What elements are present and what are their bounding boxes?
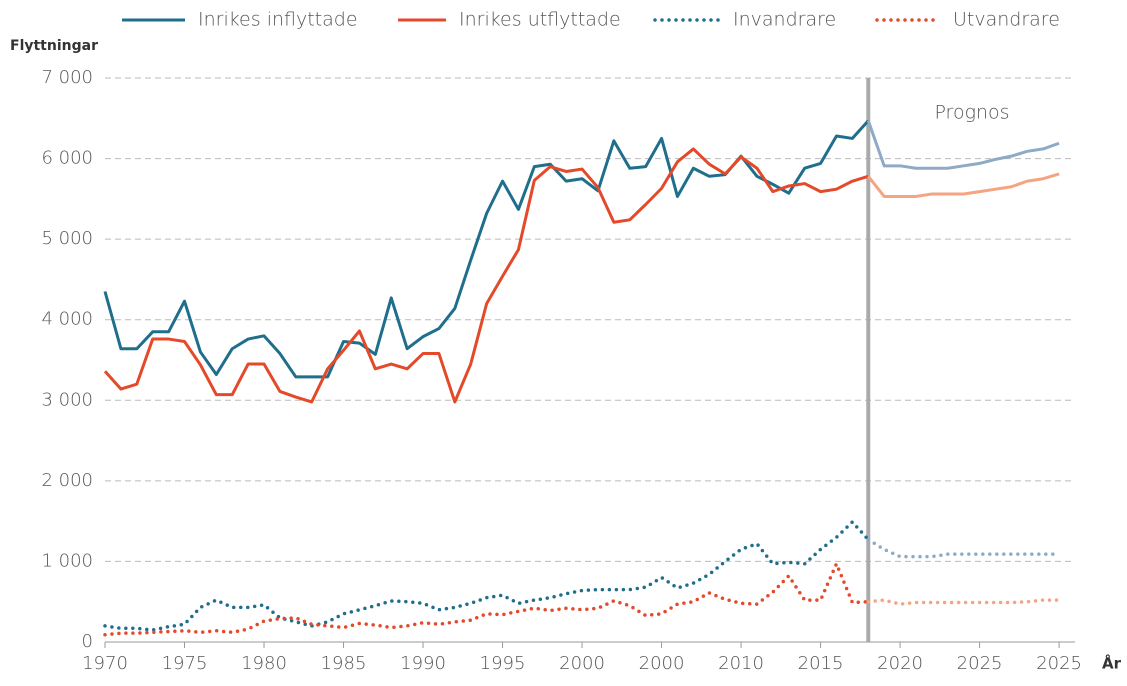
series-line <box>866 120 1060 170</box>
y-tick-label: 1 000 <box>41 550 93 571</box>
y-tick-label: 5 000 <box>41 228 93 249</box>
x-tick-label: 2025 <box>1036 653 1082 674</box>
x-tick-label: 2015 <box>798 653 844 674</box>
x-tick-label: 1990 <box>400 653 446 674</box>
y-tick-label: 6 000 <box>41 148 93 169</box>
y-tick-label: 7 000 <box>41 67 93 88</box>
series-line <box>103 119 870 379</box>
x-tick-label: 2000 <box>559 653 605 674</box>
x-tick-label: 2025 <box>957 653 1003 674</box>
series-line <box>103 559 871 637</box>
x-tick-label: 1980 <box>241 653 287 674</box>
y-tick-label: 4 000 <box>41 309 93 330</box>
y-tick-label: 2 000 <box>41 470 93 491</box>
x-tick-label: 1995 <box>480 653 526 674</box>
x-tick-label: 2000 <box>639 653 685 674</box>
series-line <box>867 172 1060 198</box>
x-tick-label: 1975 <box>162 653 208 674</box>
x-tick-label: 1985 <box>321 653 367 674</box>
y-tick-label: 0 <box>82 631 93 652</box>
series-line <box>866 537 1061 559</box>
y-tick-label: 3 000 <box>41 389 93 410</box>
annotation: Prognos <box>934 102 1009 124</box>
x-tick-label: 1970 <box>82 653 128 674</box>
series-line <box>866 598 1061 606</box>
legend-label: Utvandrare <box>953 9 1060 31</box>
y-axis-title: Flyttningar <box>10 38 98 54</box>
series-line <box>103 519 871 632</box>
series-line <box>103 147 869 404</box>
x-axis-title: År <box>1102 654 1122 673</box>
legend-label: Inrikes inflyttade <box>198 9 358 31</box>
legend-label: Invandrare <box>733 9 836 31</box>
x-tick-label: 2020 <box>877 653 923 674</box>
legend-label: Inrikes utflyttade <box>459 9 621 31</box>
x-tick-label: 2010 <box>718 653 764 674</box>
